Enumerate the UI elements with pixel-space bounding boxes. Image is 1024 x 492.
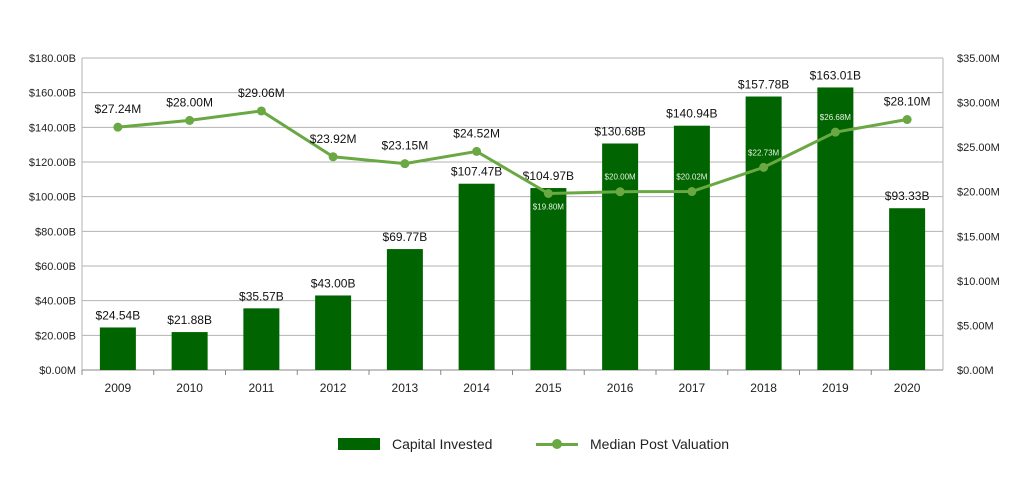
bar-data-label: $130.68B [594, 124, 645, 138]
line-data-label: $19.80M [533, 202, 564, 211]
combo-chart: $0.00M $20.00B $40.00B $60.00B $80.00B $100.0… [29, 53, 1000, 395]
y-left-tick-label: $20.00B [35, 330, 76, 342]
bar-data-label: $21.88B [167, 313, 212, 327]
x-tick-label: 2017 [679, 381, 706, 395]
line-data-label: $22.73M [748, 148, 779, 157]
y-right-tick-label: $10.00M [957, 276, 1000, 288]
line-point [472, 146, 482, 156]
y-left-tick-label: $120.00B [29, 157, 76, 169]
legend-line-swatch [536, 438, 578, 450]
y-left-tick-label: $0.00M [39, 365, 76, 377]
line-point [328, 152, 338, 162]
line-data-label: $20.00M [605, 173, 636, 182]
y-left-tick-label: $140.00B [29, 122, 76, 134]
bar-data-label: $24.54B [96, 308, 141, 322]
line-point [759, 162, 769, 172]
line-data-label: $23.15M [382, 139, 429, 153]
bar [673, 125, 710, 370]
bar [889, 208, 926, 370]
x-tick-label: 2012 [320, 381, 347, 395]
line-point [256, 106, 266, 116]
x-tick-label: 2010 [176, 381, 203, 395]
bar [243, 308, 280, 370]
series-line-median-post-valuation [117, 109, 908, 196]
line-point [543, 188, 553, 198]
line-data-label: $27.24M [95, 102, 142, 116]
y-left-tick-label: $40.00B [35, 296, 76, 308]
bar [99, 327, 136, 370]
line-point [113, 122, 123, 132]
legend-label-capital-invested: Capital Invested [392, 436, 493, 452]
bar [458, 183, 495, 370]
bar-data-label: $157.78B [738, 78, 789, 92]
y-left-tick-label: $160.00B [29, 88, 76, 100]
bar-data-label: $104.97B [523, 169, 574, 183]
legend-item-median-post-valuation: Median Post Valuation [536, 436, 729, 452]
bar-data-label: $35.57B [239, 289, 284, 303]
line-point [185, 115, 195, 125]
bar-data-label: $107.47B [451, 165, 502, 179]
legend: Capital Invested Median Post Valuation [0, 436, 1024, 460]
legend-label-median-post-valuation: Median Post Valuation [590, 436, 730, 452]
legend-bar-swatch [338, 438, 380, 450]
bar [530, 188, 567, 370]
x-tick-label: 2009 [105, 381, 132, 395]
y-right-tick-label: $0.00M [957, 365, 994, 377]
y-right-tick-label: $30.00M [957, 98, 1000, 110]
y-right-tick-label: $35.00M [957, 53, 1000, 65]
bar [315, 295, 352, 370]
y-right-tick-label: $20.00M [957, 187, 1000, 199]
line-data-label: $28.00M [166, 95, 213, 109]
y-left-tick-label: $80.00B [35, 226, 76, 238]
bar-data-label: $140.94B [666, 107, 717, 121]
y-left-tick-label: $60.00B [35, 261, 76, 273]
line-data-label: $24.52M [453, 126, 500, 140]
line-point [615, 187, 625, 197]
y-left-tick-label: $180.00B [29, 53, 76, 65]
x-tick-label: 2019 [822, 381, 849, 395]
line-data-label: $29.06M [238, 86, 285, 100]
legend-item-capital-invested: Capital Invested [338, 436, 492, 452]
y-right-tick-label: $25.00M [957, 142, 1000, 154]
line-data-label: $23.92M [310, 132, 357, 146]
line-data-label: $28.10M [884, 95, 931, 109]
bar [602, 143, 639, 370]
line-point [687, 187, 697, 197]
bar [171, 332, 208, 370]
x-tick-label: 2013 [392, 381, 419, 395]
y-left-tick-label: $100.00B [29, 192, 76, 204]
line-point [830, 127, 840, 137]
x-tick-label: 2018 [750, 381, 777, 395]
x-tick-label: 2011 [248, 381, 274, 395]
x-tick-label: 2015 [535, 381, 562, 395]
bar-data-label: $43.00B [311, 276, 356, 290]
bar-data-label: $163.01B [810, 68, 861, 82]
line-data-label: $26.68M [820, 113, 851, 122]
y-right-tick-label: $15.00M [957, 231, 1000, 243]
line-point [902, 115, 912, 125]
x-tick-label: 2014 [463, 381, 490, 395]
y-right-tick-label: $5.00M [957, 320, 994, 332]
x-tick-label: 2020 [894, 381, 921, 395]
line-point [400, 159, 410, 169]
bar-data-label: $93.33B [885, 189, 930, 203]
bar-data-label: $69.77B [383, 230, 428, 244]
bar [745, 96, 782, 371]
x-tick-label: 2016 [607, 381, 634, 395]
line-data-label: $20.02M [676, 173, 707, 182]
bar [386, 249, 423, 370]
